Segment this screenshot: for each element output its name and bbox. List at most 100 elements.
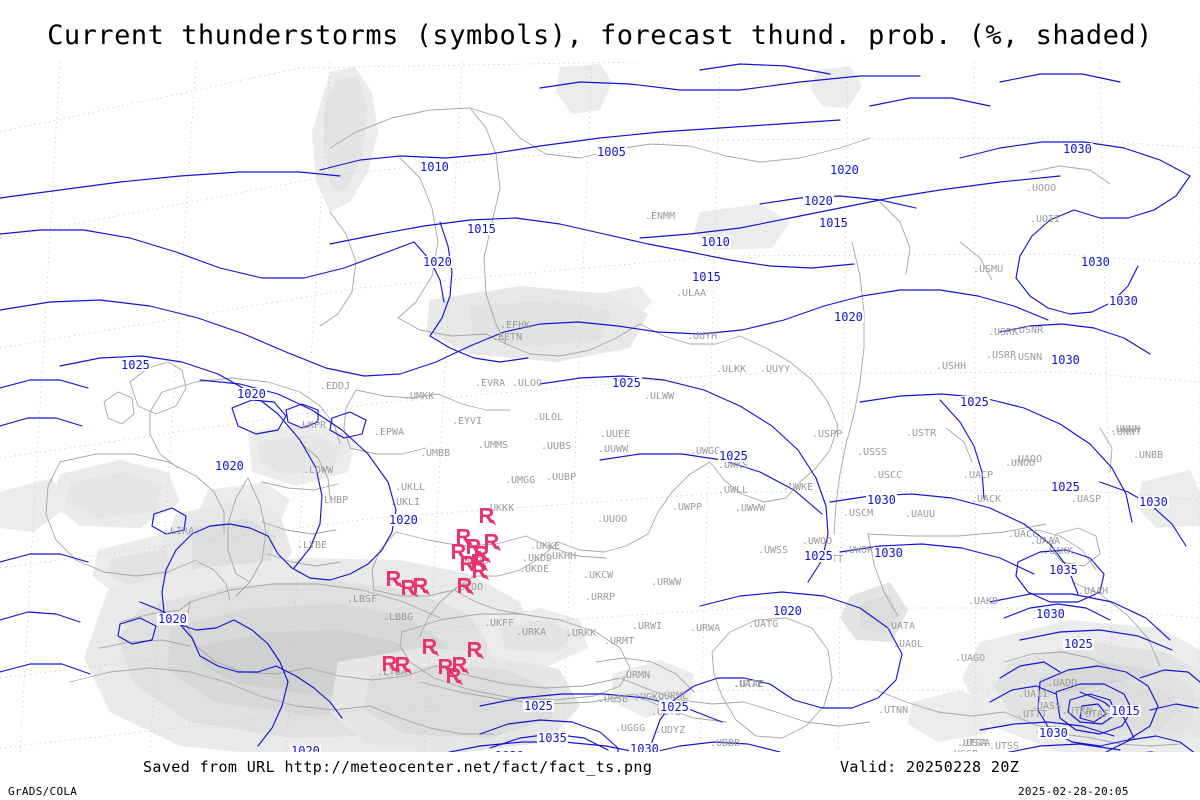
station-label: .UASP — [1071, 494, 1102, 505]
station-label: .USPP — [812, 429, 843, 440]
valid-time-text: Valid: 20250228 20Z — [840, 758, 1020, 776]
station-label: .UAGO — [955, 653, 986, 664]
station-label: .ULOO — [512, 378, 543, 389]
isobar-value-label: 1030 — [1080, 255, 1111, 269]
isobar-value-label: 1020 — [388, 513, 419, 527]
station-label: .UAUU — [905, 509, 936, 520]
isobar-value-label: 1030 — [494, 750, 525, 752]
isobar-value-label: 1010 — [419, 160, 450, 174]
thunderstorm-symbol-icon — [450, 655, 470, 675]
station-label: .UADD — [1047, 678, 1078, 689]
station-label: .UMKK — [404, 391, 435, 402]
station-label: .UKHH — [546, 551, 577, 562]
station-label: .UAOO — [1012, 454, 1043, 465]
station-label: .EVRA — [475, 378, 506, 389]
station-label: .UUYY — [760, 364, 791, 375]
station-label: .UOOO — [1026, 183, 1057, 194]
station-label: .UKLI — [390, 497, 421, 508]
isobar-value-label: 1020 — [803, 194, 834, 208]
station-label: .UUWW — [598, 444, 629, 455]
station-label: .USRK — [988, 327, 1019, 338]
isobar-value-label: 1020 — [214, 459, 245, 473]
station-label: .USSS — [857, 447, 888, 458]
isobar-value-label: 1020 — [290, 745, 321, 752]
isobar-value-label: 1025 — [803, 549, 834, 563]
isobar-value-label: 1010 — [700, 235, 731, 249]
isobar-value-label: 1015 — [1110, 704, 1141, 718]
station-label: .URWI — [632, 621, 663, 632]
isobar-value-label: 1025 — [1050, 480, 1081, 494]
station-label: .UWOO — [802, 536, 833, 547]
station-label: .UASS — [1031, 701, 1062, 712]
station-label: .UWLL — [718, 485, 749, 496]
station-label: .USNN — [1012, 352, 1043, 363]
station-label: .URWW — [651, 577, 682, 588]
station-label: .UACK — [971, 494, 1002, 505]
station-label: .UAKD — [968, 596, 999, 607]
station-label: .USNR — [1013, 325, 1044, 336]
station-label: .ULAA — [676, 288, 707, 299]
station-label: .URMT — [604, 636, 635, 647]
station-label: .UTKN — [1062, 706, 1093, 717]
map-canvas[interactable]: .ENMM .EFHK .EETN .EVRA .EYVI .EPWA .UMKK .UMMS… — [0, 62, 1200, 752]
thunderstorm-symbol-icon — [384, 569, 404, 589]
thunderstorm-symbol-icon — [472, 544, 492, 564]
station-label: .UMMS — [478, 440, 509, 451]
footer: Saved from URL http://meteocenter.net/fa… — [0, 752, 1200, 800]
isobar-value-label: 1015 — [818, 216, 849, 230]
station-label: .UUYH — [687, 331, 718, 342]
isobar-value-label: 1025 — [1063, 637, 1094, 651]
isobar-value-label: 1025 — [611, 376, 642, 390]
station-label: .UGGG — [615, 723, 646, 734]
isobar-value-label: 1030 — [1035, 607, 1066, 621]
station-label: .EDDJ — [320, 381, 351, 392]
station-label: .USSB — [948, 750, 978, 753]
station-label: .UNNN — [1110, 424, 1141, 435]
station-label-layer: .ENMM .EFHK .EETN .EVRA .EYVI .EPWA .UMKK .UMMS… — [0, 62, 1200, 753]
station-label: .ENMM — [645, 211, 676, 222]
isobar-value-label: 1015 — [466, 222, 497, 236]
station-label: .URMN — [620, 670, 651, 681]
station-label: .UUOO — [597, 514, 628, 525]
isobar-value-label: 1025 — [120, 358, 151, 372]
page-title: Current thunderstorms (symbols), forecas… — [47, 20, 1153, 51]
isobar-value-label: 1015 — [691, 270, 722, 284]
isobar-value-label: 1030 — [873, 546, 904, 560]
station-label: .UWKS — [718, 460, 749, 471]
thunderstorm-symbol-icon — [399, 578, 419, 598]
isobar-value-label: 1020 — [236, 387, 267, 401]
thunderstorm-symbol-icon — [470, 561, 490, 581]
station-label: .LBSF — [347, 594, 378, 605]
station-label: .UATA — [885, 621, 916, 632]
station-label: .UUBP — [546, 472, 577, 483]
station-label: .UBBB — [710, 738, 741, 749]
probability-shading — [0, 64, 1200, 752]
thunderstorm-symbol-icon — [411, 576, 431, 596]
station-label: .ULOL — [533, 412, 564, 423]
station-label: .UTAF — [1079, 709, 1110, 720]
station-label: .UTNN — [878, 705, 909, 716]
station-label: .UACP — [963, 470, 994, 481]
isobars — [0, 63, 1200, 752]
station-label: .ULKK — [716, 364, 747, 375]
thunderstorm-symbol-icon — [380, 654, 400, 674]
station-label: .UAOL — [893, 639, 924, 650]
station-label: .UACC — [1008, 529, 1039, 540]
isobar-value-label: 1020 — [157, 612, 188, 626]
station-label: .UUEE — [600, 429, 631, 440]
station-label: .UATE — [733, 679, 764, 690]
isobar-value-label: 1030 — [1038, 726, 1069, 740]
station-label: .LTBA — [377, 667, 408, 678]
thunderstorm-symbol-layer — [0, 62, 1200, 752]
isobar-value-label: 1025 — [523, 699, 554, 713]
station-label: .UWSS — [758, 545, 789, 556]
render-timestamp: 2025-02-28-20:05 — [1018, 785, 1129, 798]
thunderstorm-symbol-icon — [420, 637, 440, 657]
station-label: .URML — [658, 691, 689, 702]
station-label: .USTA — [960, 738, 991, 749]
isobar-value-label: 1025 — [659, 700, 690, 714]
station-label: .UKFF — [484, 618, 515, 629]
station-label: .UKKE — [530, 541, 561, 552]
isobar-value-label: 1025 — [718, 449, 749, 463]
